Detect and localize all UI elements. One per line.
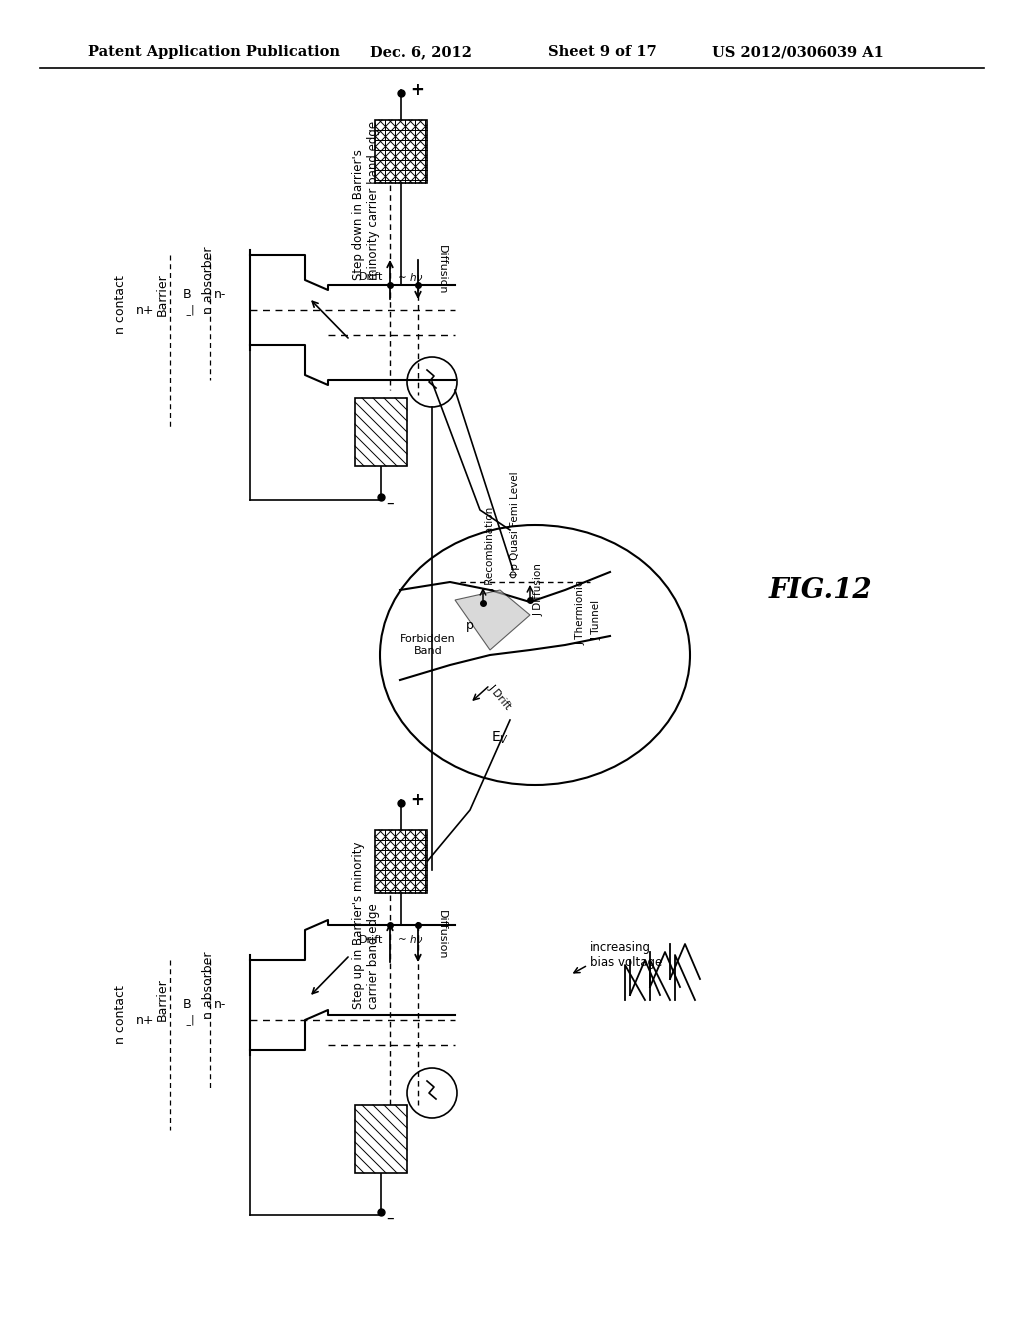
- Text: Diffusion: Diffusion: [437, 911, 447, 960]
- Text: US 2012/0306039 A1: US 2012/0306039 A1: [712, 45, 884, 59]
- Text: –: –: [185, 1020, 190, 1030]
- Text: Step up in Barrier's minority
carrier band edge: Step up in Barrier's minority carrier ba…: [352, 841, 380, 1008]
- Polygon shape: [455, 590, 530, 649]
- Text: |: |: [190, 305, 194, 315]
- Text: –: –: [386, 1210, 393, 1225]
- Text: J Drift: J Drift: [487, 682, 514, 711]
- Text: B: B: [182, 289, 191, 301]
- Text: J Tunnel: J Tunnel: [592, 599, 602, 640]
- Bar: [355, 399, 407, 466]
- Text: Drift: Drift: [358, 272, 383, 282]
- Text: +: +: [410, 81, 424, 99]
- Text: Patent Application Publication: Patent Application Publication: [88, 45, 340, 59]
- Text: Drift: Drift: [358, 935, 383, 945]
- Text: Φp Quasi Femi Level: Φp Quasi Femi Level: [510, 471, 520, 578]
- Text: n+: n+: [136, 1014, 155, 1027]
- Text: Forbidden
Band: Forbidden Band: [400, 634, 456, 656]
- Text: Dec. 6, 2012: Dec. 6, 2012: [370, 45, 472, 59]
- Bar: [375, 830, 427, 894]
- Text: n contact: n contact: [114, 986, 127, 1044]
- Text: J Recombination: J Recombination: [486, 507, 496, 591]
- Text: Step down in Barrier's
minority carrier band edge: Step down in Barrier's minority carrier …: [352, 120, 380, 280]
- Text: ~ hν: ~ hν: [398, 935, 422, 945]
- Text: n-: n-: [214, 998, 226, 1011]
- Text: Diffusion: Diffusion: [437, 246, 447, 294]
- Bar: [355, 1105, 407, 1173]
- Text: E$_V$: E$_V$: [490, 730, 509, 746]
- Text: Sheet 9 of 17: Sheet 9 of 17: [548, 45, 656, 59]
- Text: n absorber: n absorber: [202, 247, 214, 314]
- Text: –: –: [386, 495, 393, 511]
- Text: –: –: [185, 310, 190, 319]
- Text: |: |: [190, 1015, 194, 1026]
- Text: increasing
bias voltage: increasing bias voltage: [590, 941, 663, 969]
- Bar: [375, 120, 427, 183]
- Text: p: p: [466, 619, 474, 631]
- Text: n absorber: n absorber: [202, 952, 214, 1019]
- Text: n-: n-: [214, 289, 226, 301]
- Text: n contact: n contact: [114, 276, 127, 334]
- Text: +: +: [410, 791, 424, 809]
- Text: B: B: [182, 998, 191, 1011]
- Text: J Thermionic: J Thermionic: [575, 581, 586, 645]
- Text: ~ hν: ~ hν: [398, 273, 422, 282]
- Text: Barrier: Barrier: [156, 273, 169, 317]
- Text: FIG.12: FIG.12: [768, 577, 871, 603]
- Text: J Diffusion: J Diffusion: [534, 564, 544, 616]
- Text: n+: n+: [136, 304, 155, 317]
- Text: Barrier: Barrier: [156, 978, 169, 1022]
